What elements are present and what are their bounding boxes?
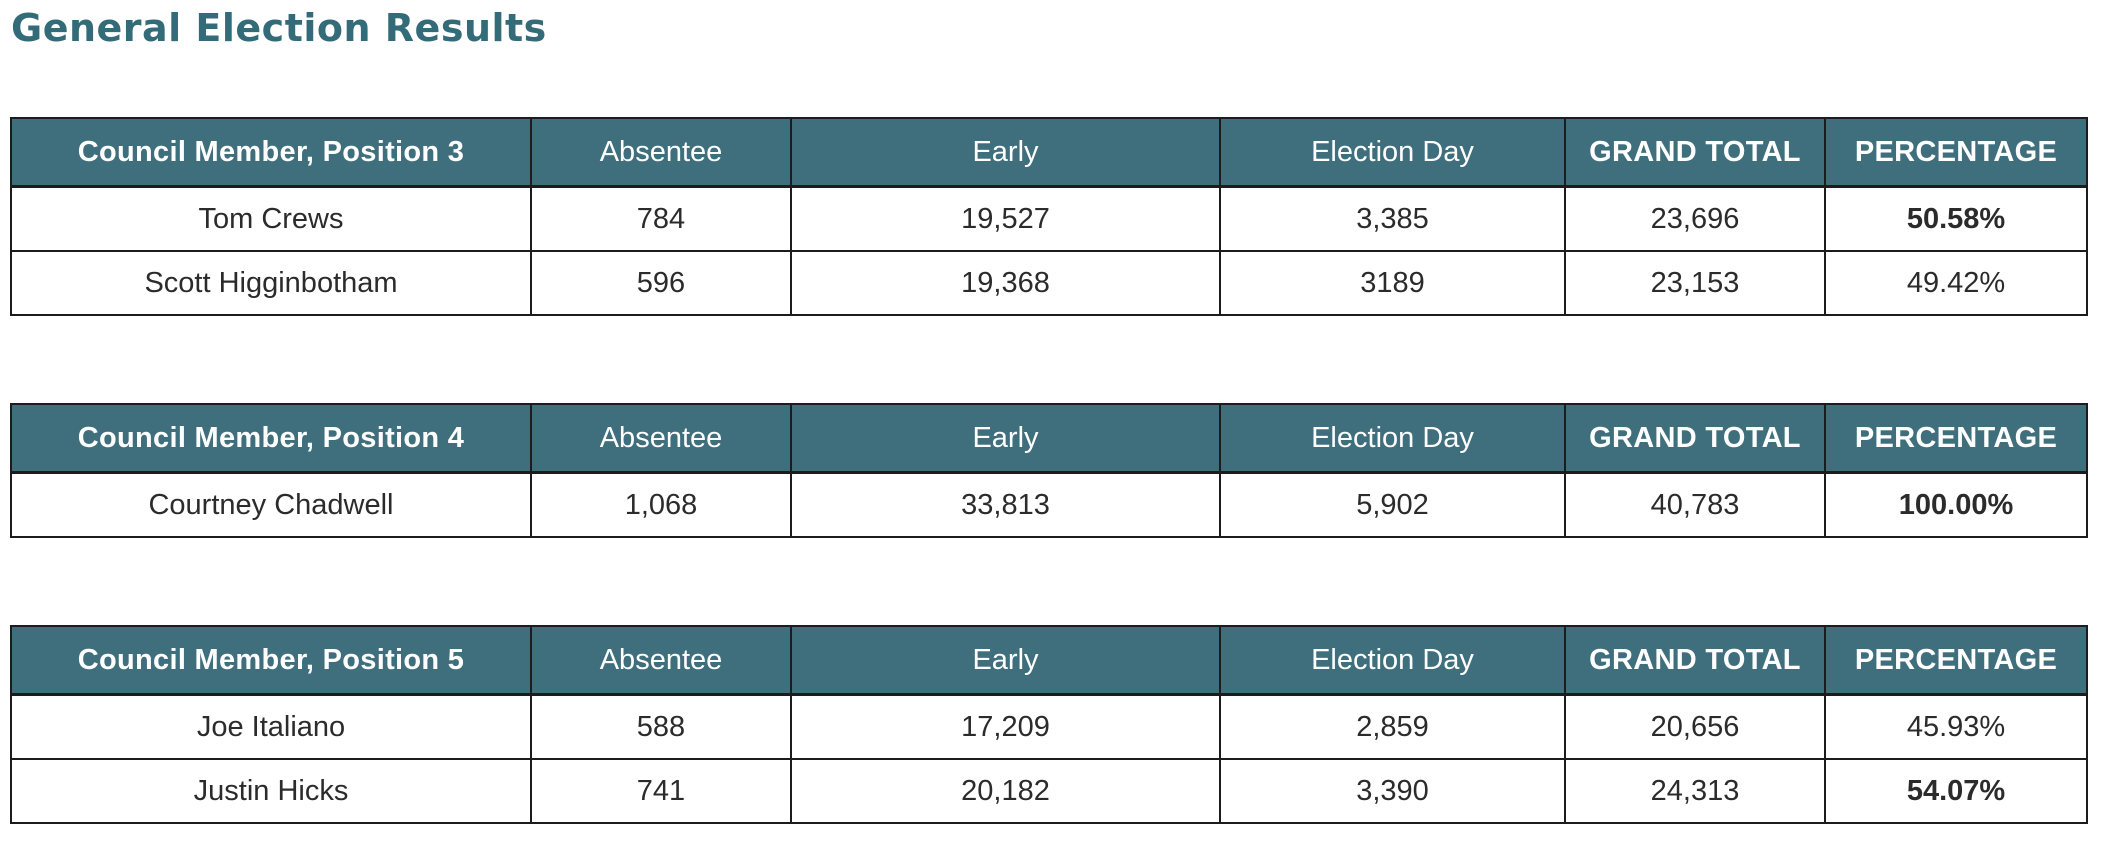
- grand-total-cell: 24,313: [1564, 758, 1826, 824]
- grand-total-cell: 40,783: [1564, 471, 1826, 538]
- election-day-cell: 3189: [1219, 250, 1566, 316]
- early-cell: 17,209: [790, 693, 1221, 760]
- column-header-absentee: Absentee: [530, 625, 792, 696]
- results-table: Council Member, Position 3 Absentee Earl…: [10, 117, 2088, 316]
- page-title: General Election Results: [11, 6, 547, 50]
- candidate-row: Justin Hicks 741 20,182 3,390 24,313 54.…: [10, 758, 2088, 824]
- results-table: Council Member, Position 4 Absentee Earl…: [10, 403, 2088, 538]
- table-title: Council Member, Position 3: [10, 117, 532, 188]
- grand-total-cell: 23,153: [1564, 250, 1826, 316]
- column-header-percentage: PERCENTAGE: [1824, 117, 2088, 188]
- election-results-tables: Council Member, Position 3 Absentee Earl…: [10, 117, 2104, 824]
- column-header-election-day: Election Day: [1219, 625, 1566, 696]
- early-cell: 20,182: [790, 758, 1221, 824]
- table-body: Courtney Chadwell 1,068 33,813 5,902 40,…: [10, 471, 2088, 538]
- percentage-cell: 54.07%: [1824, 758, 2088, 824]
- table-header-row: Council Member, Position 5 Absentee Earl…: [10, 625, 2088, 696]
- candidate-row: Joe Italiano 588 17,209 2,859 20,656 45.…: [10, 693, 2088, 760]
- table-body: Joe Italiano 588 17,209 2,859 20,656 45.…: [10, 693, 2088, 824]
- early-cell: 19,368: [790, 250, 1221, 316]
- table-title: Council Member, Position 5: [10, 625, 532, 696]
- election-day-cell: 2,859: [1219, 693, 1566, 760]
- table-header-row: Council Member, Position 3 Absentee Earl…: [10, 117, 2088, 188]
- percentage-cell: 100.00%: [1824, 471, 2088, 538]
- candidate-row: Scott Higginbotham 596 19,368 3189 23,15…: [10, 250, 2088, 316]
- table-header-row: Council Member, Position 4 Absentee Earl…: [10, 403, 2088, 474]
- table-body: Tom Crews 784 19,527 3,385 23,696 50.58%…: [10, 185, 2088, 316]
- column-header-early: Early: [790, 403, 1221, 474]
- column-header-percentage: PERCENTAGE: [1824, 625, 2088, 696]
- column-header-grand-total: GRAND TOTAL: [1564, 625, 1826, 696]
- candidate-name-cell: Scott Higginbotham: [10, 250, 532, 316]
- column-header-grand-total: GRAND TOTAL: [1564, 403, 1826, 474]
- candidate-name-cell: Courtney Chadwell: [10, 471, 532, 538]
- absentee-cell: 1,068: [530, 471, 792, 538]
- column-header-percentage: PERCENTAGE: [1824, 403, 2088, 474]
- grand-total-cell: 23,696: [1564, 185, 1826, 252]
- early-cell: 33,813: [790, 471, 1221, 538]
- absentee-cell: 588: [530, 693, 792, 760]
- candidate-row: Tom Crews 784 19,527 3,385 23,696 50.58%: [10, 185, 2088, 252]
- candidate-name-cell: Tom Crews: [10, 185, 532, 252]
- candidate-row: Courtney Chadwell 1,068 33,813 5,902 40,…: [10, 471, 2088, 538]
- absentee-cell: 741: [530, 758, 792, 824]
- candidate-name-cell: Joe Italiano: [10, 693, 532, 760]
- candidate-name-cell: Justin Hicks: [10, 758, 532, 824]
- percentage-cell: 45.93%: [1824, 693, 2088, 760]
- table-title: Council Member, Position 4: [10, 403, 532, 474]
- column-header-election-day: Election Day: [1219, 117, 1566, 188]
- election-day-cell: 3,385: [1219, 185, 1566, 252]
- absentee-cell: 784: [530, 185, 792, 252]
- column-header-election-day: Election Day: [1219, 403, 1566, 474]
- percentage-cell: 49.42%: [1824, 250, 2088, 316]
- column-header-absentee: Absentee: [530, 117, 792, 188]
- percentage-cell: 50.58%: [1824, 185, 2088, 252]
- column-header-early: Early: [790, 117, 1221, 188]
- early-cell: 19,527: [790, 185, 1221, 252]
- column-header-early: Early: [790, 625, 1221, 696]
- election-day-cell: 5,902: [1219, 471, 1566, 538]
- grand-total-cell: 20,656: [1564, 693, 1826, 760]
- results-table: Council Member, Position 5 Absentee Earl…: [10, 625, 2088, 824]
- absentee-cell: 596: [530, 250, 792, 316]
- column-header-absentee: Absentee: [530, 403, 792, 474]
- column-header-grand-total: GRAND TOTAL: [1564, 117, 1826, 188]
- election-day-cell: 3,390: [1219, 758, 1566, 824]
